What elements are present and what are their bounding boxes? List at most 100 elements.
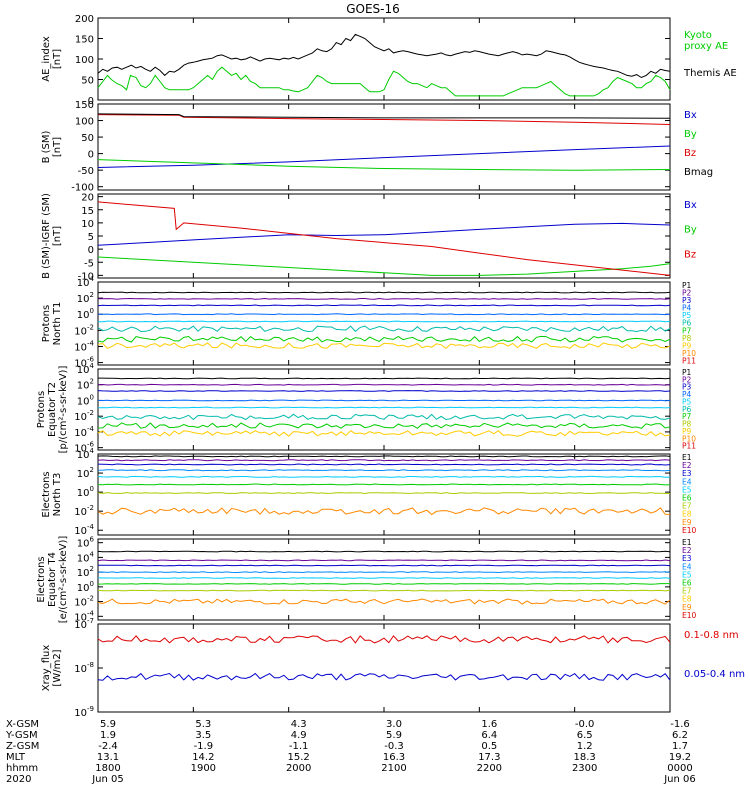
legend-entry: E4 [682,562,692,571]
y-axis-label: B (SM)-IGRF (SM)[nT] [41,193,63,279]
legend-entry: Themis AE [683,68,737,79]
legend-entry: 0.05-0.4 nm [684,669,745,680]
series-line-bx [97,222,671,246]
legend-entry: E3 [682,469,692,478]
x-axis-row-value: 13.1 [97,752,119,763]
legend-entry: E6 [682,494,692,503]
x-axis-row-value: 2300 [572,763,597,774]
series-line-p2 [98,297,671,300]
panel-frame [97,368,671,451]
y-tick-label: 10-7 [74,617,94,631]
legend-entry: E6 [682,579,692,588]
y-tick-label: 200 [75,14,94,25]
y-tick-exponent: 4 [90,362,95,370]
legend-entry: P4 [682,304,692,313]
y-tick-label: 102 [77,378,94,392]
y-tick-label: 100 [77,307,94,321]
y-tick-label: 10-2 [74,504,94,518]
y-tick-label: 10-2 [74,595,94,609]
x-axis-row-value: 18.3 [574,752,596,763]
x-axis-row-value: -1.1 [289,741,309,752]
panel-frame [97,17,671,101]
legend-entry: P9 [682,427,692,436]
y-axis-label-line: North T1 [52,302,63,346]
x-axis-row-value: 2000 [286,763,311,774]
series-line-p4 [97,313,671,316]
x-axis-row-value: 17.3 [478,752,500,763]
y-tick-label: 102 [77,565,94,579]
x-axis-row-value: Jun 05 [91,774,124,785]
y-axis-label-line: Protons [36,391,47,428]
y-tick-exponent: -2 [87,323,94,331]
x-axis-row-value: 1800 [95,763,120,774]
legend-entry: Bx [684,110,697,121]
legend-entry-line: 0.1-0.8 nm [684,630,739,641]
y-axis-label: B (SM)[nT] [41,130,63,163]
y-axis-label-line: North T3 [52,473,63,517]
legend-entry: P8 [682,420,692,429]
series-line-e6 [97,583,670,585]
y-tick-exponent: 2 [90,291,94,299]
x-axis-row-value: 19.2 [669,752,691,763]
y-axis-label: ProtonsNorth T1 [41,302,63,346]
x-axis-row-label: MLT [6,752,26,763]
legend-entry-line: Bx [684,110,697,121]
legend-entry-line: proxy AE [684,41,728,52]
x-axis-row-value: 2100 [381,763,406,774]
legend-entry: E5 [682,570,692,579]
series-line-by [97,159,671,171]
y-tick-label: 104 [77,550,95,564]
y-tick-exponent: -4 [87,523,95,531]
series-line-e3 [97,463,671,466]
x-axis-row-label: Y-GSM [5,730,38,741]
x-axis-row-value: 1900 [191,763,216,774]
x-axis-row-value: 16.3 [383,752,405,763]
y-tick-exponent: 2 [90,565,94,573]
y-tick-label: 0 [88,245,94,256]
legend-entry: P4 [682,390,692,399]
legend-entry: E10 [682,611,697,620]
y-tick-label: 0 [88,96,94,107]
x-axis-row-value: -1.9 [194,741,214,752]
legend-entry-line: Bx [684,200,697,211]
legend-entry: 0.1-0.8 nm [684,630,739,641]
legend-entry: E1 [682,538,692,547]
legend-entry: E3 [682,554,692,563]
series-line-p5 [97,320,671,323]
series-line-e3 [98,564,671,567]
series-line-e1 [97,455,671,458]
y-tick-label: 102 [77,466,94,480]
series-line-e9 [97,507,671,516]
series-line-kyoto-proxy-ae [97,66,671,97]
x-axis-row-value: 0.5 [481,741,497,752]
x-axis-row-value: -1.6 [670,719,690,730]
series-line-p3 [97,304,671,307]
x-axis-row-label: hhmm [6,763,38,774]
x-axis-row-value: 1.2 [577,741,593,752]
series-line-p7 [97,335,671,343]
y-tick-exponent: -4 [87,339,95,347]
series-line-p6 [97,413,671,421]
legend-entry: P2 [682,375,692,384]
legend-entry-line: Kyoto [684,30,712,41]
legend-entry: P11 [682,356,696,365]
series-line-e5 [97,475,671,478]
legend-entry: P11 [682,442,696,451]
series-line-bmag [97,113,671,119]
y-tick-label: 150 [75,35,94,46]
series-line-e5 [97,577,671,579]
x-axis-row-value: 15.2 [288,752,310,763]
legend-entry: Bmag [684,167,713,178]
x-axis-row-value: 6.2 [672,730,688,741]
series-line-e7 [97,492,670,495]
y-tick-label: 100 [75,55,94,66]
series-line-e7 [97,589,671,592]
y-axis-label-line: B (SM)-IGRF (SM) [41,193,52,279]
y-axis-label-line: [W/m2] [52,649,63,686]
x-axis-row-value: -0.3 [384,741,404,752]
legend-entry: P3 [682,383,692,392]
